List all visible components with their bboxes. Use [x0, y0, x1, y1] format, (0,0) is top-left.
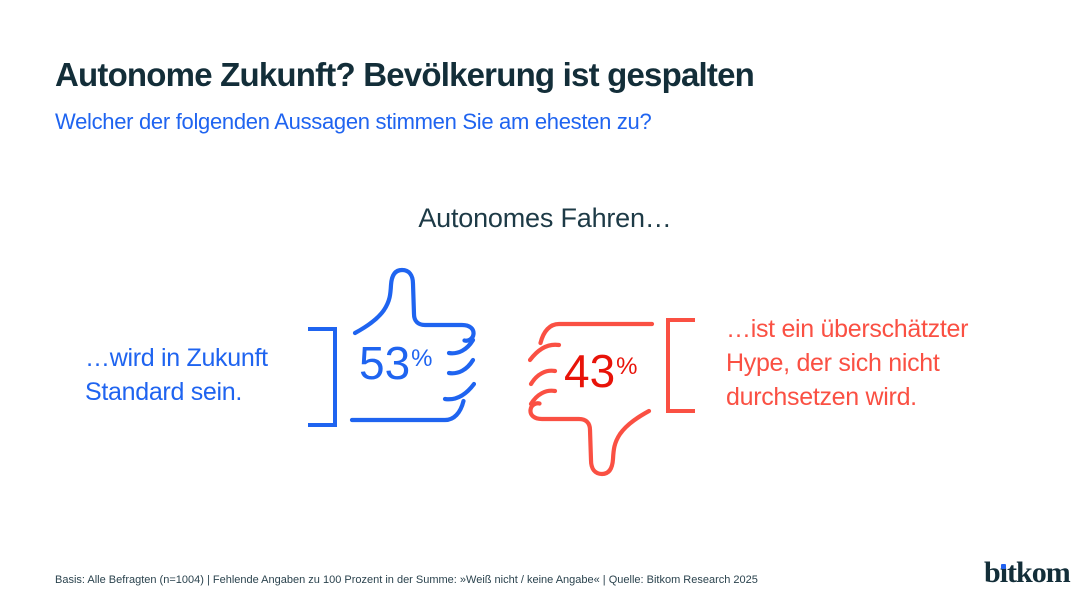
statement-negative: …ist ein überschätzter Hype, der sich ni… [726, 312, 968, 414]
bracket-left [308, 327, 337, 427]
section-heading: Autonomes Fahren… [418, 203, 672, 233]
thumbs-up-icon [349, 267, 476, 423]
logo-letters-rest: tkom [1007, 556, 1071, 589]
survey-question: Welcher der folgenden Aussagen stimmen S… [55, 109, 652, 134]
statement-positive: …wird in Zukunft Standard sein. [85, 341, 268, 409]
statement-negative-line1: …ist ein überschätzter [726, 315, 969, 343]
bracket-right [666, 318, 695, 413]
page-title: Autonome Zukunft? Bevölkerung ist gespal… [55, 56, 755, 93]
logo-i-dot [1001, 564, 1006, 569]
statement-negative-line3: durchsetzen wird. [726, 383, 917, 411]
negative-value: 43 [564, 345, 616, 397]
negative-percent-sign: % [616, 353, 638, 380]
statement-positive-line2: Standard sein. [85, 378, 243, 406]
bitkom-logo: bıtkom [984, 556, 1071, 590]
statement-negative-line2: Hype, der sich nicht [726, 349, 940, 377]
logo-letter-i: ı [999, 556, 1008, 589]
negative-percentage: 43% [564, 344, 638, 398]
thumbs-down-icon [528, 321, 655, 477]
positive-percentage: 53% [359, 336, 433, 390]
positive-percent-sign: % [411, 345, 433, 372]
positive-value: 53 [359, 337, 411, 389]
statement-positive-line1: …wird in Zukunft [85, 344, 268, 372]
logo-letter-b: b [984, 556, 1001, 589]
source-note: Basis: Alle Befragten (n=1004) | Fehlend… [55, 574, 758, 586]
